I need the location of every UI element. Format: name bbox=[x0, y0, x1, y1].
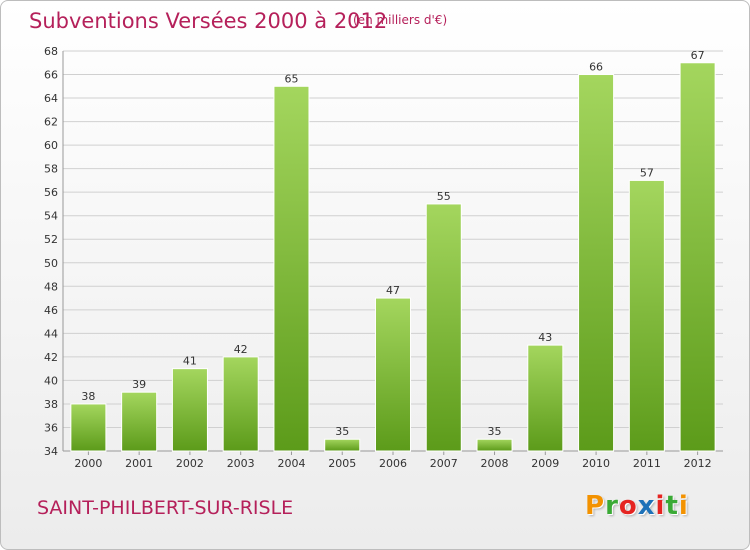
x-tick-label: 2000 bbox=[74, 457, 102, 470]
bar-2004 bbox=[273, 85, 310, 452]
bar-2012 bbox=[679, 62, 716, 452]
axes: 34 36 38 40 42 44 46 48 50 52 54 56 58 60 62 64 66 68 2000… bbox=[44, 45, 723, 470]
y-tick-label: 44 bbox=[44, 327, 58, 340]
bar-2010 bbox=[578, 74, 615, 452]
bar-2005 bbox=[324, 438, 361, 452]
bar-2007 bbox=[425, 203, 462, 452]
x-tick-label: 2007 bbox=[430, 457, 458, 470]
commune-name: SAINT-PHILBERT-SUR-RISLE bbox=[37, 497, 294, 519]
bar-2009 bbox=[527, 344, 564, 452]
bar-2006 bbox=[374, 297, 412, 452]
bar-2002 bbox=[171, 368, 208, 452]
proxiti-logo: Proxiti bbox=[585, 491, 689, 521]
y-tick-label: 60 bbox=[44, 139, 58, 152]
y-tick-label: 40 bbox=[44, 374, 58, 387]
x-tick-label: 2004 bbox=[277, 457, 305, 470]
y-tick-label: 56 bbox=[44, 186, 58, 199]
x-tick-label: 2005 bbox=[328, 457, 356, 470]
bar-2001 bbox=[121, 391, 158, 452]
chart-subtitle: (en milliers d'€) bbox=[353, 13, 448, 27]
data-label: 35 bbox=[488, 425, 502, 438]
data-label: 42 bbox=[234, 343, 248, 356]
y-tick-label: 66 bbox=[44, 69, 58, 82]
y-tick-label: 38 bbox=[44, 398, 58, 411]
y-tick-label: 48 bbox=[44, 280, 58, 293]
x-tick-label: 2008 bbox=[481, 457, 509, 470]
bar-2011 bbox=[628, 179, 665, 452]
y-tick-label: 46 bbox=[44, 304, 58, 317]
y-tick-label: 50 bbox=[44, 257, 58, 270]
data-label: 35 bbox=[335, 425, 349, 438]
x-tick-label: 2011 bbox=[633, 457, 661, 470]
data-label: 38 bbox=[81, 390, 95, 403]
data-label: 57 bbox=[640, 166, 654, 179]
x-tick-label: 2006 bbox=[379, 457, 407, 470]
bar-2003 bbox=[222, 356, 259, 452]
x-tick-label: 2003 bbox=[227, 457, 255, 470]
bars bbox=[70, 62, 716, 452]
x-tick-label: 2001 bbox=[125, 457, 153, 470]
data-labels: 38 39 41 42 65 35 47 55 35 43 66 57 67 bbox=[81, 49, 704, 438]
data-label: 43 bbox=[538, 331, 552, 344]
data-label: 66 bbox=[589, 61, 603, 74]
bar-2000 bbox=[70, 403, 107, 452]
data-label: 41 bbox=[183, 355, 197, 368]
y-tick-label: 42 bbox=[44, 351, 58, 364]
y-tick-label: 58 bbox=[44, 163, 58, 176]
data-label: 67 bbox=[691, 49, 705, 62]
y-tick-label: 64 bbox=[44, 92, 58, 105]
data-label: 47 bbox=[386, 284, 400, 297]
x-tick-label: 2009 bbox=[531, 457, 559, 470]
y-tick-label: 62 bbox=[44, 116, 58, 129]
y-tick-label: 52 bbox=[44, 233, 58, 246]
y-tick-label: 68 bbox=[44, 45, 58, 58]
x-tick-label: 2002 bbox=[176, 457, 204, 470]
y-tick-label: 36 bbox=[44, 421, 58, 434]
y-tick-label: 34 bbox=[44, 445, 58, 458]
data-label: 55 bbox=[437, 190, 451, 203]
chart-title: Subventions Versées 2000 à 2012 bbox=[29, 9, 388, 33]
data-label: 65 bbox=[284, 72, 298, 85]
x-tick-label: 2012 bbox=[684, 457, 712, 470]
data-label: 39 bbox=[132, 378, 146, 391]
y-tick-label: 54 bbox=[44, 210, 58, 223]
x-tick-label: 2010 bbox=[582, 457, 610, 470]
bar-2008 bbox=[476, 438, 513, 452]
